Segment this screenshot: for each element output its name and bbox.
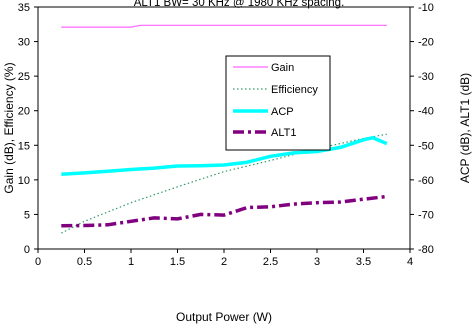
y-left-tick-label: 15 xyxy=(18,140,30,152)
x-tick-label: 4 xyxy=(407,256,413,268)
x-tick-label: 3.5 xyxy=(356,256,371,268)
series-line-alt1 xyxy=(61,194,388,228)
y-left-tick-label: 20 xyxy=(18,106,30,118)
x-tick-label: 0.5 xyxy=(77,256,92,268)
legend-label-gain: Gain xyxy=(271,62,294,74)
x-tick-label: 1 xyxy=(128,256,134,268)
y-right-tick-label: -80 xyxy=(418,244,434,256)
x-tick-label: 3 xyxy=(314,256,320,268)
y-left-tick-label: 0 xyxy=(24,244,30,256)
y-right-tick-label: -50 xyxy=(418,140,434,152)
x-axis-title: Output Power (W) xyxy=(176,310,272,324)
chart-title: ALT1 BW= 30 KHz @ 1980 KHz spacing. xyxy=(134,0,345,9)
series-layer xyxy=(61,24,388,234)
x-tick-label: 1.5 xyxy=(170,256,185,268)
y-left-tick-label: 35 xyxy=(18,2,30,14)
y-right-tick-label: -30 xyxy=(418,71,434,83)
y-left-tick-label: 5 xyxy=(24,209,30,221)
legend-label-efficiency: Efficiency xyxy=(271,84,318,96)
series-line-acp xyxy=(61,135,388,177)
y-right-tick-label: -40 xyxy=(418,106,434,118)
plot-area xyxy=(37,6,411,250)
y-left-tick-label: 25 xyxy=(18,71,30,83)
y-right-tick-label: -60 xyxy=(418,175,434,187)
x-tick-label: 0 xyxy=(35,256,41,268)
x-tick-label: 2.5 xyxy=(263,256,278,268)
y-left-tick-label: 30 xyxy=(18,37,30,49)
y-right-tick-label: -20 xyxy=(418,37,434,49)
y-right-tick-label: -70 xyxy=(418,209,434,221)
y-axis-right-title: ACP (dB), ALT1 (dB) xyxy=(458,73,472,183)
legend-box xyxy=(225,55,331,151)
legend: Gain Efficiency ACP ALT1 xyxy=(225,55,331,151)
legend-label-acp: ACP xyxy=(271,106,294,118)
legend-label-alt1: ALT1 xyxy=(271,127,296,139)
x-tick-label: 2 xyxy=(221,256,227,268)
y-axis-left: 0 5 10 15 20 25 30 35 xyxy=(18,2,38,256)
y-axis-right: -80 -70 -60 -50 -40 -30 -20 -10 xyxy=(410,2,434,256)
y-right-tick-label: -10 xyxy=(418,2,434,14)
y-left-tick-label: 10 xyxy=(18,175,30,187)
series-line-gain xyxy=(61,24,387,28)
x-axis: 0 0.5 1 1.5 2 2.5 3 3.5 4 xyxy=(35,249,413,268)
y-axis-left-title: Gain (dB), Efficiency (%) xyxy=(2,62,16,193)
